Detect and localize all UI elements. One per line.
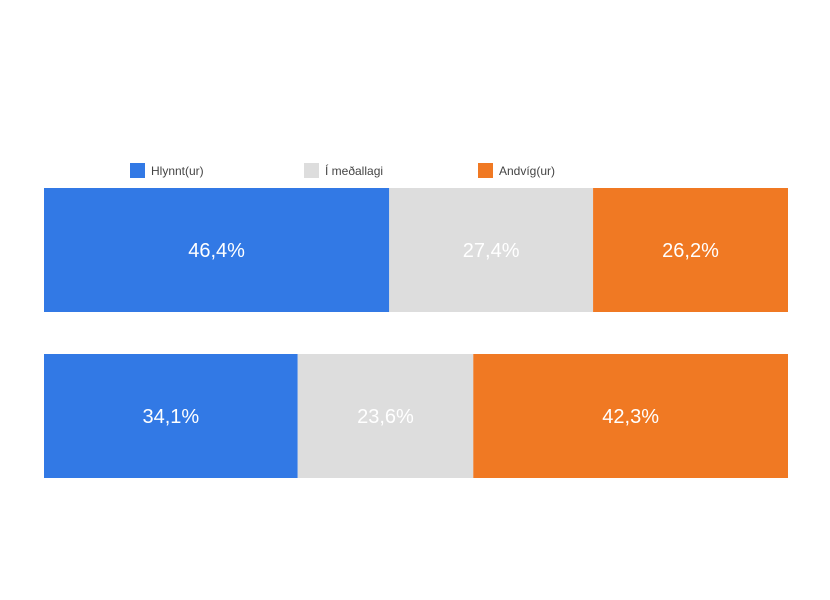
bar-segment-row1-series2 [389, 188, 594, 312]
data-label-row1-series1: 46,4% [188, 240, 245, 262]
bar-segment-row1-series1 [44, 188, 390, 312]
bar-segment-row2-series1 [44, 354, 298, 478]
chart-bars: 46,4% 27,4% 26,2% 34,1% 23,6% 42,3% [44, 188, 788, 478]
data-label-row1-series2: 27,4% [463, 240, 520, 262]
data-label-row1-series3: 26,2% [662, 240, 719, 262]
data-label-row2-series1: 34,1% [142, 406, 199, 428]
data-label-row2-series3: 42,3% [602, 406, 659, 428]
legend-swatch-3 [478, 163, 493, 178]
data-label-row2-series2: 23,6% [357, 406, 414, 428]
legend-swatch-2 [304, 163, 319, 178]
legend-label-1: Hlynnt(ur) [151, 164, 204, 178]
chart-legend: Hlynnt(ur) Í meðallagi Andvíg(ur) [130, 163, 555, 178]
bar-segment-row2-series3 [473, 354, 788, 478]
bar-segment-row1-series3 [593, 188, 788, 312]
legend-swatch-1 [130, 163, 145, 178]
legend-label-2: Í meðallagi [325, 163, 383, 178]
bar-segment-row2-series2 [297, 354, 474, 478]
legend-label-3: Andvíg(ur) [499, 164, 555, 178]
